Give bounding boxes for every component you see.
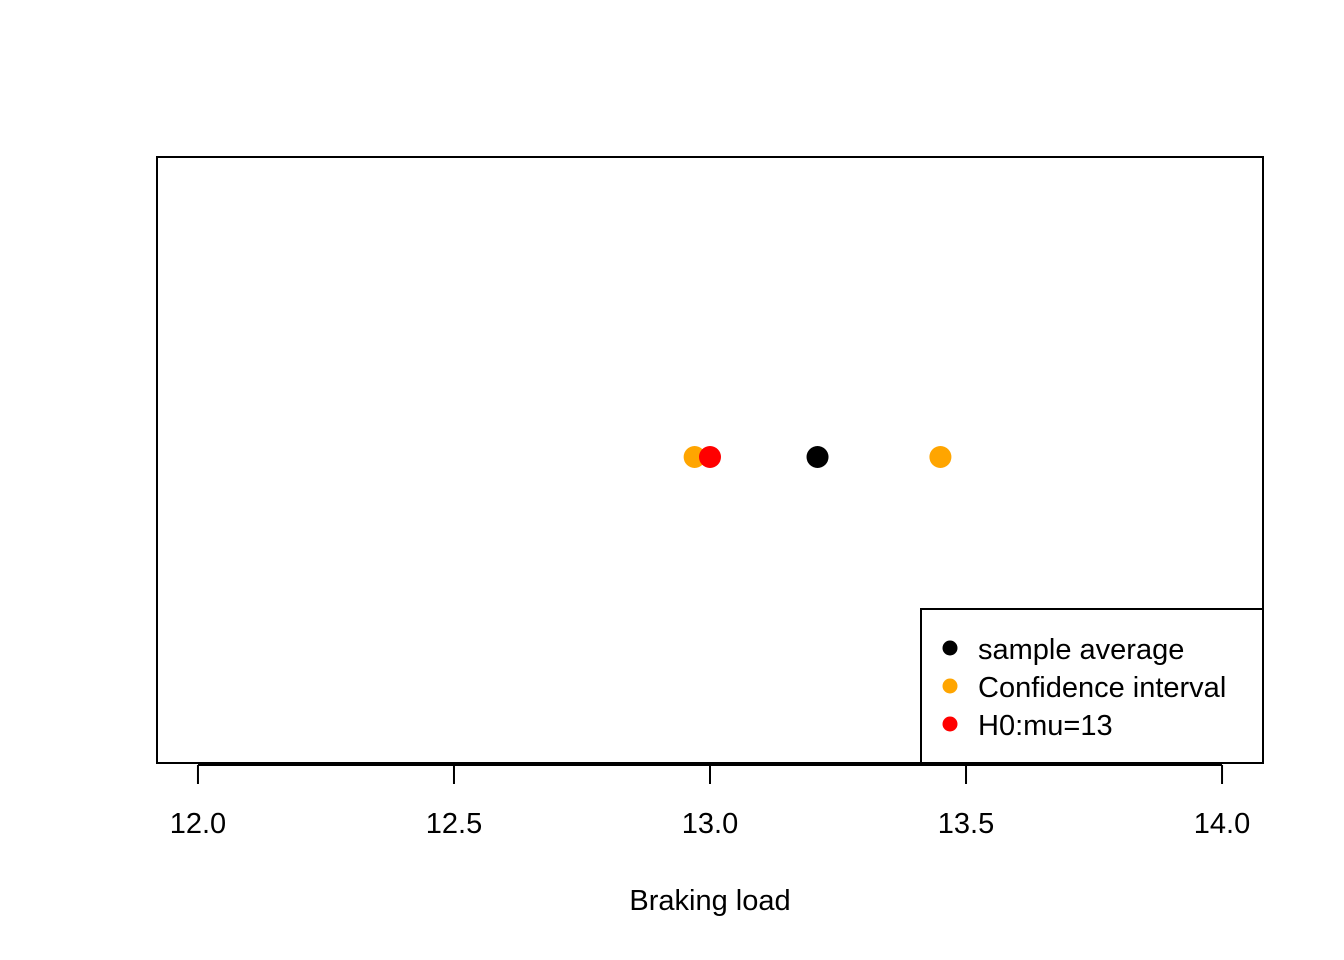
legend-label: Confidence interval — [978, 672, 1226, 704]
x-tick-label: 12.5 — [426, 808, 482, 840]
plot-frame — [156, 156, 1264, 764]
x-tick-label: 13.5 — [938, 808, 994, 840]
x-axis-label: Braking load — [629, 885, 790, 917]
legend-marker — [942, 716, 958, 732]
data-point-series-0 — [806, 446, 829, 468]
data-points — [683, 446, 952, 468]
data-point-series-1 — [929, 446, 952, 468]
x-tick-label: 14.0 — [1194, 808, 1250, 840]
legend-box — [920, 608, 1264, 764]
data-point-series-2 — [699, 446, 721, 468]
x-tick-label: 12.0 — [170, 808, 226, 840]
x-tick-label: 13.0 — [682, 808, 738, 840]
legend-label: sample average — [978, 634, 1184, 666]
legend-label: H0:mu=13 — [978, 710, 1113, 742]
legend-marker — [942, 640, 958, 656]
x-axis: 12.0 12.5 13.0 13.5 14.0 — [170, 764, 1250, 840]
data-point-series-1 — [683, 446, 706, 468]
legend: sample average Confidence interval H0:mu=1… — [920, 608, 1264, 764]
legend-marker — [942, 678, 958, 694]
